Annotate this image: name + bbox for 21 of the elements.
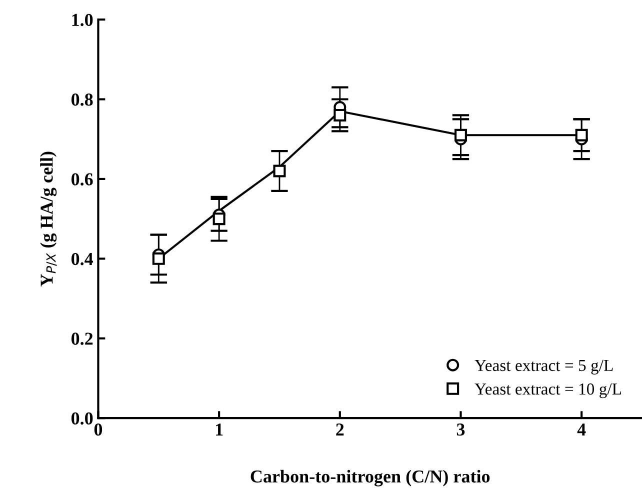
point: [273, 164, 286, 178]
x-tick-label: 3: [456, 424, 465, 436]
y-tick-label: 0.2: [71, 332, 93, 345]
x-tick-label: 1: [216, 424, 223, 436]
point: [152, 252, 165, 265]
point: [212, 212, 226, 226]
y-tick-label: 0.4: [71, 252, 94, 266]
x-tick-label: 0: [94, 423, 102, 436]
point: [334, 108, 346, 122]
point: [575, 128, 588, 142]
point: [454, 128, 467, 142]
y-tick-label: 1.0: [72, 14, 93, 26]
y-axis-title: Y$_{P/X}$ (g HA/g cell): [40, 152, 57, 286]
x-tick-label: 4: [577, 424, 586, 436]
legend-label: Yeast extract = 10 g/L: [474, 383, 621, 398]
y-tick-label: 0.6: [71, 173, 93, 186]
x-axis-title: Carbon-to-nitrogen (C/N) ratio: [250, 470, 490, 486]
y-tick-label: 0.8: [71, 94, 93, 106]
x-tick-label: 2: [336, 424, 344, 436]
legend-label: Yeast extract = 5 g/L: [474, 360, 613, 374]
y-tick-label: 0.0: [71, 412, 93, 425]
